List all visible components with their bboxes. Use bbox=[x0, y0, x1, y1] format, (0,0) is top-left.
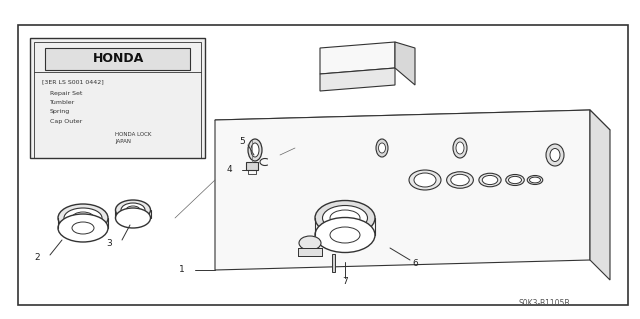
Bar bbox=[34, 42, 201, 158]
Ellipse shape bbox=[509, 176, 522, 184]
Ellipse shape bbox=[451, 174, 469, 186]
Ellipse shape bbox=[126, 206, 140, 214]
Bar bbox=[332, 254, 335, 272]
Ellipse shape bbox=[330, 210, 360, 226]
Ellipse shape bbox=[479, 173, 501, 187]
Bar bbox=[246, 162, 258, 170]
Ellipse shape bbox=[72, 222, 94, 234]
Text: HONDA LOCK: HONDA LOCK bbox=[115, 131, 152, 137]
Ellipse shape bbox=[409, 170, 441, 190]
Text: 2: 2 bbox=[35, 254, 40, 263]
Polygon shape bbox=[215, 110, 610, 145]
Ellipse shape bbox=[376, 139, 388, 157]
Text: HONDA: HONDA bbox=[92, 53, 143, 65]
Text: 7: 7 bbox=[342, 278, 348, 286]
Ellipse shape bbox=[58, 204, 108, 232]
Ellipse shape bbox=[315, 218, 375, 253]
Ellipse shape bbox=[330, 227, 360, 243]
Polygon shape bbox=[395, 42, 415, 85]
Ellipse shape bbox=[248, 139, 262, 161]
Ellipse shape bbox=[414, 173, 436, 187]
Bar bbox=[45, 48, 190, 70]
Text: JAPAN: JAPAN bbox=[115, 139, 131, 145]
Polygon shape bbox=[320, 68, 395, 91]
Ellipse shape bbox=[72, 212, 94, 224]
Text: 5: 5 bbox=[239, 137, 245, 145]
Ellipse shape bbox=[506, 174, 524, 186]
Ellipse shape bbox=[546, 144, 564, 166]
Text: Tumbler: Tumbler bbox=[50, 100, 76, 106]
Text: Spring: Spring bbox=[50, 109, 70, 115]
Ellipse shape bbox=[378, 143, 385, 153]
Text: 3: 3 bbox=[106, 239, 112, 248]
Ellipse shape bbox=[115, 200, 150, 220]
Polygon shape bbox=[590, 110, 610, 280]
Ellipse shape bbox=[323, 205, 367, 231]
Ellipse shape bbox=[529, 177, 541, 183]
Ellipse shape bbox=[483, 175, 498, 185]
Ellipse shape bbox=[115, 208, 150, 228]
Ellipse shape bbox=[251, 143, 259, 157]
Ellipse shape bbox=[550, 149, 560, 161]
Bar bbox=[30, 38, 205, 158]
Ellipse shape bbox=[58, 214, 108, 242]
Ellipse shape bbox=[64, 208, 102, 228]
Bar bbox=[298, 248, 322, 256]
Ellipse shape bbox=[447, 172, 474, 188]
Ellipse shape bbox=[121, 203, 145, 217]
Text: 6: 6 bbox=[412, 258, 418, 268]
Bar bbox=[248, 170, 256, 174]
Ellipse shape bbox=[453, 138, 467, 158]
Polygon shape bbox=[320, 42, 395, 74]
Text: Repair Set: Repair Set bbox=[50, 91, 83, 95]
Ellipse shape bbox=[456, 142, 464, 154]
Bar bbox=[18, 25, 628, 305]
Ellipse shape bbox=[299, 236, 321, 250]
Text: S0K3-B1105B: S0K3-B1105B bbox=[518, 299, 570, 308]
Text: 1: 1 bbox=[179, 265, 185, 275]
Ellipse shape bbox=[315, 201, 375, 235]
Polygon shape bbox=[215, 110, 590, 270]
Text: [3ER LS S001 0442]: [3ER LS S001 0442] bbox=[42, 79, 104, 85]
Text: 4: 4 bbox=[227, 166, 232, 174]
Text: Cap Outer: Cap Outer bbox=[50, 118, 83, 123]
Ellipse shape bbox=[527, 175, 543, 184]
